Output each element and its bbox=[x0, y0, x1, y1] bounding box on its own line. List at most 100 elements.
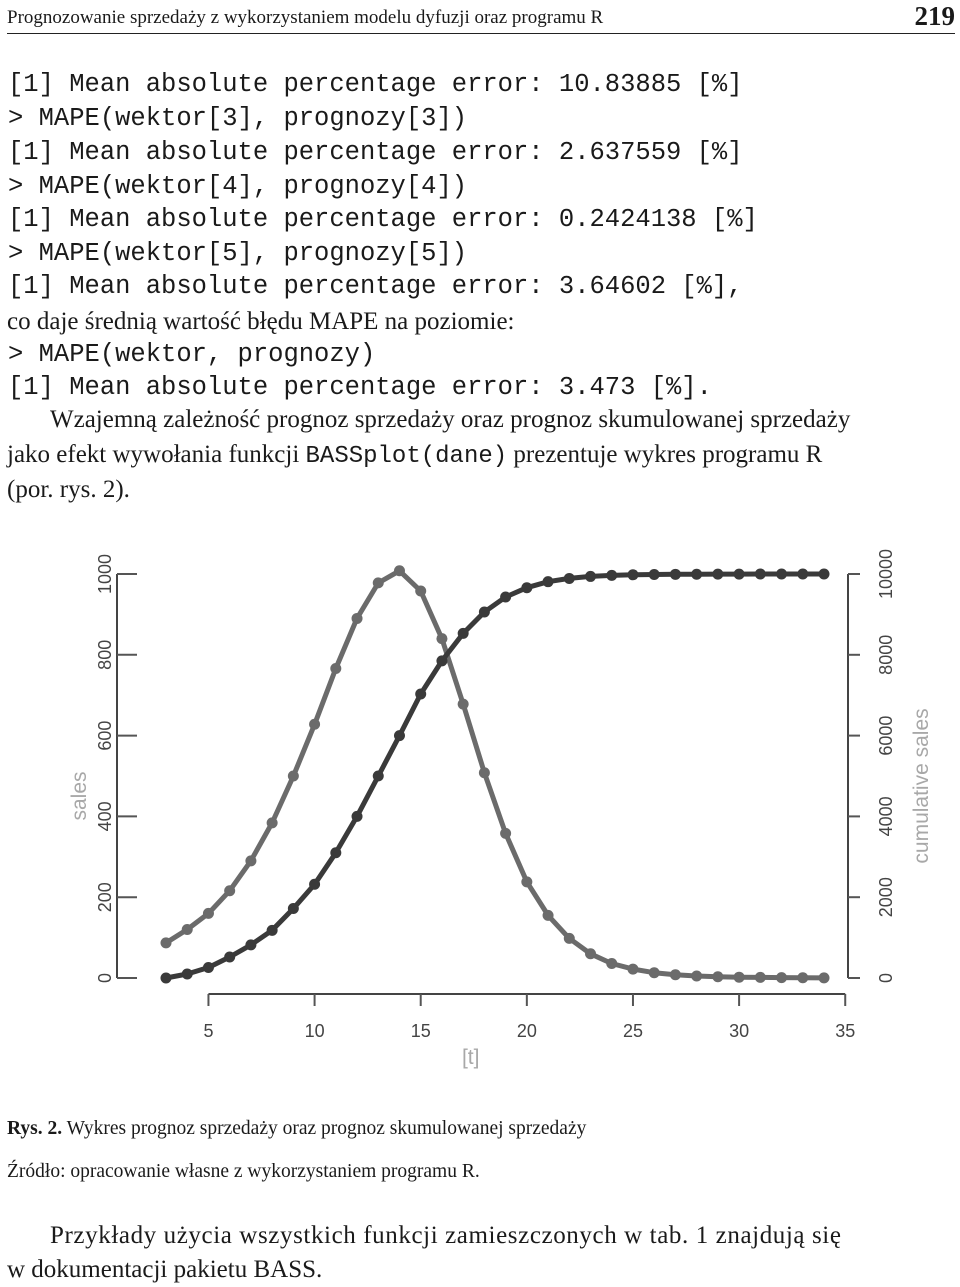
series-point-left bbox=[202, 907, 214, 919]
series-point-right bbox=[266, 924, 278, 936]
series-point-right bbox=[648, 568, 660, 580]
prose-mape: co daje średnią wartość błędu MAPE na po… bbox=[7, 308, 515, 335]
left-tick-label: 1000 bbox=[95, 554, 115, 594]
series-point-left bbox=[648, 967, 660, 979]
series-point-left bbox=[500, 827, 512, 839]
chart-axes: 0 200 400 600 800 1000 sales 0 2000 4000 6000 8000 1… bbox=[68, 549, 933, 1069]
paragraph-line-2-pre: jako efekt wywołania funkcji bbox=[7, 441, 306, 468]
series-point-left bbox=[733, 971, 745, 983]
right-tick-label: 8000 bbox=[876, 635, 896, 675]
series-point-left bbox=[691, 970, 703, 982]
series-point-left bbox=[563, 932, 575, 944]
series-point-left bbox=[181, 924, 193, 936]
series-point-left bbox=[393, 565, 405, 577]
series-point-right bbox=[563, 572, 575, 584]
left-axis-title: sales bbox=[68, 771, 91, 820]
x-tick-label: 15 bbox=[411, 1021, 431, 1041]
code-line-5: [1] Mean absolute percentage error: 0.24… bbox=[8, 205, 758, 234]
series-point-left bbox=[457, 698, 469, 710]
series-point-left bbox=[818, 972, 830, 984]
series-left bbox=[160, 565, 830, 984]
series-point-left bbox=[478, 767, 490, 779]
code-line-8: > MAPE(wektor, prognozy) bbox=[8, 340, 376, 369]
code-line-2: > MAPE(wektor[3], prognozy[3]) bbox=[8, 104, 468, 133]
series-point-left bbox=[224, 885, 236, 897]
series-point-left bbox=[712, 971, 724, 983]
x-tick-label: 5 bbox=[203, 1021, 213, 1041]
series-right bbox=[160, 568, 830, 984]
series-point-left bbox=[351, 612, 363, 624]
paragraph-line-2: jako efekt wywołania funkcji BASSplot(da… bbox=[7, 440, 822, 472]
x-tick-label: 30 bbox=[729, 1021, 749, 1041]
series-line-left bbox=[164, 568, 825, 981]
left-tick-label: 400 bbox=[95, 801, 115, 831]
series-point-left bbox=[309, 718, 321, 730]
series-point-right bbox=[478, 606, 490, 618]
series-point-right bbox=[245, 939, 257, 951]
series-point-left bbox=[606, 957, 618, 969]
series-point-left bbox=[372, 577, 384, 589]
right-tick-label: 0 bbox=[876, 973, 896, 983]
series-point-right bbox=[181, 968, 193, 980]
series-point-left bbox=[330, 663, 342, 675]
figure-caption-text: Wykres prognoz sprzedaży oraz prognoz sk… bbox=[62, 1118, 587, 1139]
code-line-7: [1] Mean absolute percentage error: 3.64… bbox=[8, 272, 743, 301]
paragraph-line-1: Wzajemną zależność prognoz sprzedaży ora… bbox=[50, 406, 851, 433]
series-point-right bbox=[287, 903, 299, 915]
x-tick-label: 20 bbox=[517, 1021, 537, 1041]
series-point-right bbox=[309, 878, 321, 890]
series-point-right bbox=[754, 568, 766, 580]
series-point-left bbox=[754, 971, 766, 983]
series-point-right bbox=[224, 951, 236, 963]
series-point-right bbox=[797, 568, 809, 580]
series-point-left bbox=[160, 937, 172, 949]
series-point-right bbox=[542, 576, 554, 588]
code-line-1: [1] Mean absolute percentage error: 10.8… bbox=[8, 70, 743, 99]
series-point-left bbox=[669, 969, 681, 981]
series-point-right bbox=[712, 568, 724, 580]
page-header: Prognozowanie sprzedaży z wykorzystaniem… bbox=[7, 0, 955, 34]
running-title: Prognozowanie sprzedaży z wykorzystaniem… bbox=[7, 7, 604, 28]
paragraph-line-2-post: prezentuje wykres programu R bbox=[507, 441, 823, 468]
series-point-left bbox=[415, 585, 427, 597]
series-point-right bbox=[500, 591, 512, 603]
code-line-9: [1] Mean absolute percentage error: 3.47… bbox=[8, 373, 712, 402]
series-point-left bbox=[627, 963, 639, 975]
series-point-left bbox=[436, 633, 448, 645]
series-point-right bbox=[160, 972, 172, 984]
series-point-right bbox=[521, 582, 533, 594]
right-axis-title: cumulative sales bbox=[910, 708, 933, 863]
series-point-right bbox=[202, 961, 214, 973]
series-point-right bbox=[691, 568, 703, 580]
figure-caption: Rys. 2. Wykres prognoz sprzedaży oraz pr… bbox=[7, 1118, 586, 1140]
inline-code: BASSplot(dane) bbox=[305, 443, 508, 470]
figure-source: Źródło: opracowanie własne z wykorzystan… bbox=[7, 1161, 480, 1182]
series-point-right bbox=[733, 568, 745, 580]
chart-series bbox=[160, 565, 830, 984]
code-line-3: [1] Mean absolute percentage error: 2.63… bbox=[8, 138, 743, 167]
series-point-right bbox=[393, 730, 405, 742]
left-tick-label: 200 bbox=[95, 882, 115, 912]
right-tick-label: 10000 bbox=[876, 549, 896, 599]
sales-chart: 0 200 400 600 800 1000 sales 0 2000 4000 6000 8000 1… bbox=[68, 549, 933, 1069]
series-point-right bbox=[436, 655, 448, 667]
left-tick-label: 800 bbox=[95, 640, 115, 670]
x-tick-label: 10 bbox=[305, 1021, 325, 1041]
right-tick-label: 2000 bbox=[876, 877, 896, 917]
x-axis-title: [t] bbox=[462, 1046, 480, 1069]
page-number: 219 bbox=[914, 1, 956, 31]
final-line-2: w dokumentacji pakietu BASS. bbox=[7, 1256, 323, 1283]
left-tick-label: 0 bbox=[95, 973, 115, 983]
code-line-6: > MAPE(wektor[5], prognozy[5]) bbox=[8, 239, 468, 268]
series-point-right bbox=[457, 627, 469, 639]
series-point-right bbox=[627, 569, 639, 581]
series-point-left bbox=[776, 972, 788, 984]
series-point-left bbox=[287, 770, 299, 782]
right-tick-label: 6000 bbox=[876, 716, 896, 756]
series-point-left bbox=[266, 817, 278, 829]
series-point-right bbox=[351, 810, 363, 822]
series-line-right bbox=[165, 571, 824, 981]
series-point-left bbox=[542, 909, 554, 921]
series-point-right bbox=[776, 568, 788, 580]
figure-label: Rys. 2. bbox=[7, 1118, 63, 1139]
